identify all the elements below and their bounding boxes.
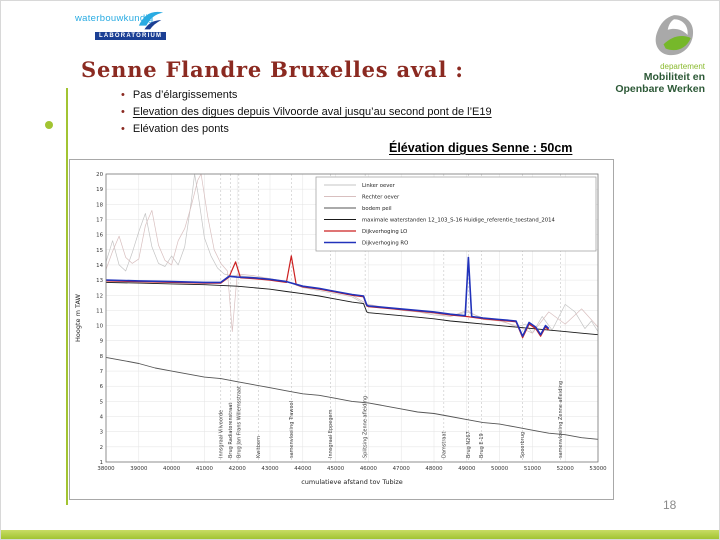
bullet-list: • Pas d’élargissements • Elevation des d… (121, 89, 492, 140)
mow-leaf-icon (655, 15, 694, 56)
legend-label: Rechter oever (362, 195, 400, 201)
y-tick-label: 20 (96, 172, 103, 178)
y-tick-label: 16 (96, 233, 103, 239)
chart-container: 38000 39000 40000 41000 42000 43000 44000 45000… (69, 159, 614, 500)
waterbouwkundig-wordmark: waterbouwkundig (75, 13, 154, 24)
bullet-marker: • (121, 106, 125, 118)
green-dot-decoration (45, 121, 53, 129)
page-number: 18 (663, 498, 677, 512)
laboratorium-label: LABORATORIUM (95, 32, 167, 40)
location-marker-label: Spoorbrug (520, 432, 526, 458)
location-marker-label: samenvloeiing Zenne afleiding (558, 381, 564, 458)
x-tick-label: 51000 (524, 466, 542, 472)
bullet-text: Elevation des digues depuis Vilvoorde av… (132, 106, 492, 118)
mow-mobiliteit-label: Mobiliteit en (643, 71, 705, 83)
x-tick-label: 52000 (557, 466, 575, 472)
y-tick-label: 9 (100, 339, 104, 345)
y-tick-label: 2 (100, 445, 103, 451)
x-axis-title: cumulatieve afstand tov Tubize (301, 478, 403, 486)
green-bottom-bar (1, 530, 719, 539)
legend-box (315, 176, 597, 252)
y-tick-label: 8 (100, 354, 104, 360)
legend-label: Dijkverhoging RO (362, 241, 408, 247)
legend-label: Linker oever (362, 183, 396, 189)
slide-title: Senne Flandre Bruxelles aval : (81, 57, 464, 82)
location-marker-label: samenvloeiing Trawool (289, 401, 295, 458)
x-tick-label: 39000 (130, 466, 148, 472)
y-tick-label: 7 (100, 369, 103, 375)
x-tick-label: 43000 (261, 466, 279, 472)
chart-caption: Élévation digues Senne : 50cm (389, 141, 573, 155)
y-tick-label: 10 (96, 324, 103, 330)
x-tick-label: 53000 (589, 466, 607, 472)
location-marker-label: Kwitborn (256, 436, 262, 458)
location-marker-label: Innsgraal Vilvoorde (218, 410, 224, 458)
x-tick-label: 46000 (360, 466, 378, 472)
location-marker-label: Brug N267 (466, 431, 472, 458)
x-tick-label: 48000 (425, 466, 443, 472)
series-line (105, 173, 599, 334)
legend-label: maximale waterstanden 12_103_S-16 Huidig… (362, 218, 555, 224)
x-tick-label: 41000 (196, 466, 214, 472)
series-line (105, 281, 599, 336)
bullet-item: • Elévation des ponts (121, 123, 492, 135)
bullet-item: • Pas d’élargissements (121, 89, 492, 101)
bullet-marker: • (121, 123, 125, 135)
y-tick-label: 5 (100, 399, 103, 405)
y-tick-label: 1 (100, 460, 103, 466)
x-tick-label: 42000 (229, 466, 247, 472)
location-marker-label: Splitsing Zenne afleiding (363, 396, 369, 458)
y-tick-label: 14 (96, 263, 103, 269)
y-tick-label: 19 (96, 187, 103, 193)
y-tick-label: 17 (96, 217, 103, 223)
mow-departement-label: departement (660, 62, 705, 71)
y-tick-label: 12 (96, 293, 103, 299)
green-vertical-line (66, 88, 68, 505)
legend-label: Dijkverhoging LO (362, 229, 407, 235)
y-tick-label: 4 (100, 415, 104, 421)
legend-label: bodem peil (362, 206, 392, 212)
location-marker-label: Brug E-19 (479, 433, 485, 458)
x-tick-label: 38000 (97, 466, 115, 472)
plot-border (105, 173, 599, 463)
elevation-chart-svg: 38000 39000 40000 41000 42000 43000 44000 45000… (74, 172, 607, 486)
x-tick-label: 40000 (163, 466, 181, 472)
location-marker-label: Brug Jan Frans Willemsstraat (236, 386, 242, 458)
mow-openbare-werken-label: Openbare Werken (615, 83, 705, 95)
y-tick-label: 13 (96, 278, 103, 284)
x-tick-label: 44000 (294, 466, 312, 472)
bullet-item: • Elevation des digues depuis Vilvoorde … (121, 106, 492, 118)
bullet-marker: • (121, 89, 125, 101)
x-tick-label: 45000 (327, 466, 345, 472)
y-tick-label: 15 (96, 248, 103, 254)
bullet-text: Pas d’élargissements (132, 89, 238, 101)
mow-logo: departement Mobiliteit en Openbare Werke… (585, 13, 705, 95)
y-tick-label: 11 (96, 308, 103, 314)
x-tick-label: 49000 (458, 466, 476, 472)
waterbouwkundig-logo: waterbouwkundig LABORATORIUM (75, 11, 175, 42)
waterbouwkundig-wave-icon (138, 11, 164, 30)
y-tick-label: 6 (100, 384, 104, 390)
series-line (105, 356, 599, 440)
location-marker-label: Brug Radiatorenstraat (228, 403, 234, 458)
location-marker-label: Innsgraal Eppegem (328, 409, 334, 458)
y-tick-label: 18 (96, 202, 103, 208)
x-tick-label: 50000 (491, 466, 509, 472)
x-tick-label: 47000 (393, 466, 411, 472)
y-axis-title: Hoogte m TAW (74, 293, 82, 342)
y-tick-label: 3 (100, 430, 103, 436)
series-line (105, 256, 550, 337)
location-marker-label: Damstraat (441, 431, 447, 458)
bullet-text: Elévation des ponts (132, 123, 229, 135)
